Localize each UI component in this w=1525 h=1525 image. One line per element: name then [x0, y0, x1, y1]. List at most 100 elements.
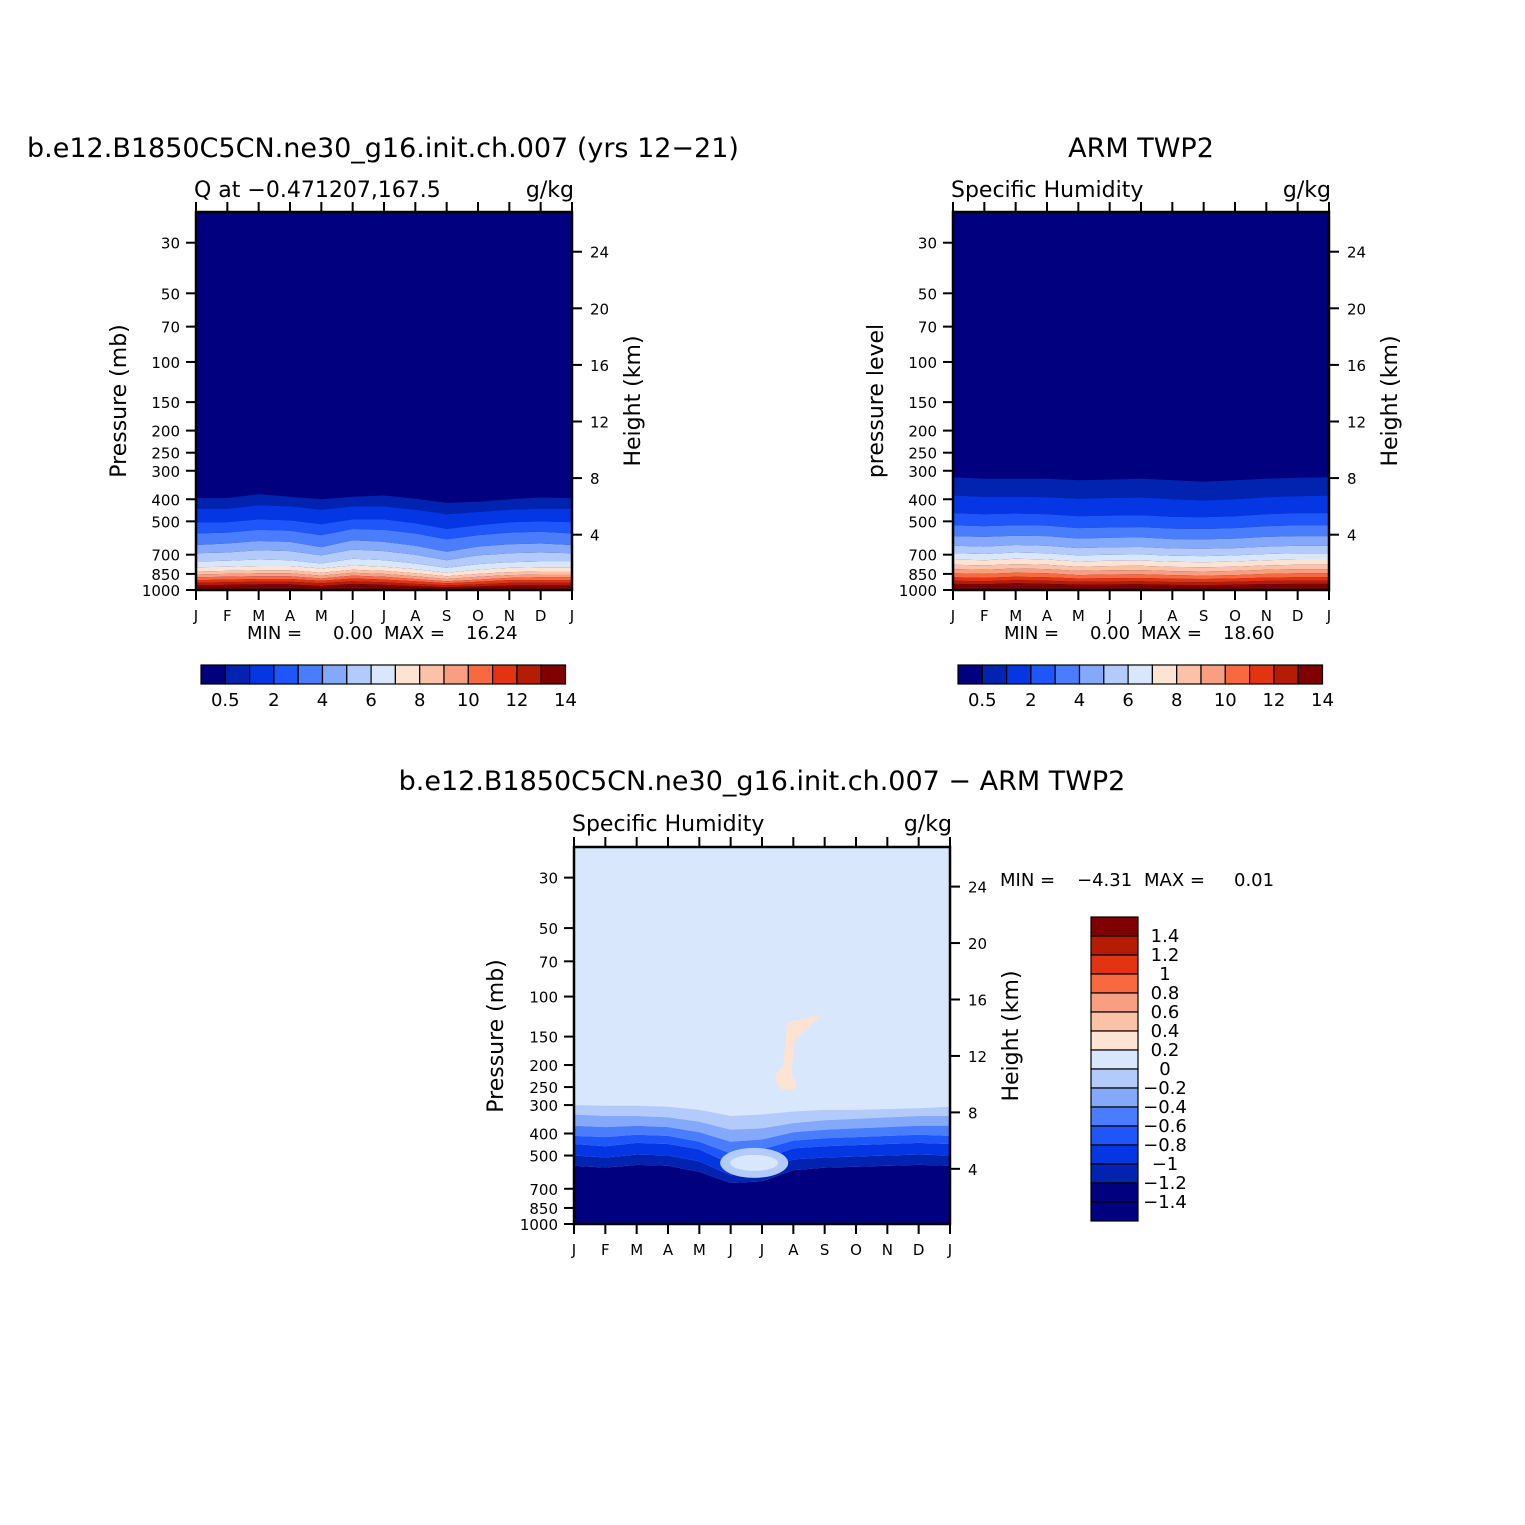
- x-tick-label: D: [913, 1241, 925, 1259]
- y-tick-label: 300: [908, 463, 937, 481]
- panel-model-min-label: MIN =: [247, 623, 302, 644]
- colorbar-swatch: [1090, 1087, 1139, 1108]
- colorbar-label: 1.4: [1151, 926, 1180, 947]
- y-right-tick-label: 16: [590, 357, 609, 375]
- panel-diff-colorbar: 1.41.210.80.60.40.20−0.2−0.4−0.6−0.8−1−1…: [1090, 916, 1187, 1222]
- x-tick-label: O: [850, 1241, 862, 1259]
- panel-model: b.e12.B1850C5CN.ne30_g16.init.ch.007 (yr…: [27, 133, 739, 711]
- colorbar-label: 6: [365, 690, 376, 711]
- colorbar-swatch: [540, 664, 567, 685]
- panel-obs-colorbar: 0.5 2 4 6 8 10 12 14: [957, 664, 1334, 711]
- colorbar-swatch: [1090, 1011, 1139, 1032]
- colorbar-swatch: [1103, 664, 1129, 685]
- panel-diff-ylabel-right: Height (km): [999, 970, 1024, 1101]
- colorbar-swatch: [1127, 664, 1153, 685]
- colorbar-swatch: [1090, 973, 1139, 994]
- y-right-tick-label: 12: [968, 1048, 987, 1066]
- x-tick-label: J: [727, 1241, 732, 1259]
- y-right-tick-label: 12: [590, 413, 609, 431]
- x-tick-label: M: [252, 607, 265, 625]
- panel-diff-max-label: MAX =: [1144, 870, 1205, 891]
- y-tick-label: 250: [529, 1079, 558, 1097]
- panel-obs: ARM TWP2 Specific Humidity g/kg 30 50 70 10…: [864, 133, 1403, 711]
- panel-obs-max-value: 18.60: [1223, 623, 1275, 644]
- panel-obs-subtitle: Specific Humidity: [951, 178, 1143, 203]
- colorbar-swatch: [1005, 664, 1032, 685]
- x-tick-label: J: [381, 607, 386, 625]
- colorbar-swatch: [1090, 954, 1139, 975]
- colorbar-swatch: [1248, 664, 1275, 685]
- y-right-tick-label: 16: [968, 992, 987, 1010]
- panel-model-min-value: 0.00: [333, 623, 373, 644]
- contour-band: [953, 545, 1329, 557]
- panel-obs-min-value: 0.00: [1090, 623, 1130, 644]
- panel-obs-units: g/kg: [1283, 178, 1331, 203]
- y-tick-label: 850: [529, 1200, 558, 1218]
- colorbar-swatch: [1090, 935, 1139, 956]
- y-right-tick-label: 20: [1347, 300, 1366, 318]
- colorbar-swatch: [1090, 1030, 1139, 1051]
- colorbar-swatch: [467, 664, 494, 685]
- y-tick-label: 200: [529, 1057, 558, 1075]
- panel-obs-ylabel-right: Height (km): [1378, 335, 1403, 466]
- contour-band: [953, 513, 1329, 529]
- contour-band: [196, 540, 572, 561]
- y-tick-label: 100: [908, 354, 937, 372]
- contour-band: [953, 572, 1329, 579]
- y-tick-label: 150: [151, 394, 180, 412]
- colorbar-swatch: [419, 664, 445, 685]
- y-tick-label: 1000: [899, 582, 937, 600]
- colorbar-swatch: [1297, 664, 1324, 685]
- contour-band: [953, 558, 1329, 568]
- colorbar-swatch: [957, 664, 983, 685]
- y-right-tick-label: 4: [1347, 527, 1357, 545]
- x-tick-label: M: [1009, 607, 1022, 625]
- x-tick-label: J: [571, 1241, 576, 1259]
- panel-obs-right-ticks: 24 20 16 12 8 4: [1329, 244, 1366, 545]
- y-right-tick-label: 8: [590, 470, 600, 488]
- colorbar-swatch: [1224, 664, 1251, 685]
- y-tick-label: 300: [529, 1097, 558, 1115]
- x-tick-label: A: [410, 607, 421, 625]
- colorbar-label: 12: [505, 690, 528, 711]
- colorbar-swatch: [370, 664, 397, 685]
- x-tick-label: N: [504, 607, 515, 625]
- colorbar-label: 14: [1311, 690, 1334, 711]
- contour-band: [953, 564, 1329, 572]
- colorbar-label: −0.2: [1143, 1078, 1187, 1099]
- y-tick-label: 70: [161, 319, 180, 337]
- colorbar-label: 4: [317, 690, 328, 711]
- contour-band: [574, 1164, 950, 1224]
- panel-diff-title: b.e12.B1850C5CN.ne30_g16.init.ch.007 − A…: [399, 766, 1126, 797]
- y-tick-label: 400: [908, 491, 937, 509]
- x-tick-label: F: [980, 607, 989, 625]
- colorbar-label: 10: [1214, 690, 1237, 711]
- y-tick-label: 400: [529, 1125, 558, 1143]
- panel-obs-contour-fill: [953, 212, 1329, 590]
- colorbar-swatch: [1176, 664, 1202, 685]
- contour-band: [953, 583, 1329, 588]
- y-tick-label: 30: [161, 235, 180, 253]
- panel-model-right-ticks: 24 20 16 12 8 4: [572, 244, 609, 545]
- contour-band: [953, 525, 1329, 540]
- y-tick-label: 200: [151, 423, 180, 441]
- y-tick-label: 50: [161, 285, 180, 303]
- y-right-tick-label: 4: [590, 527, 600, 545]
- panel-diff-contour-fill: [574, 847, 950, 1224]
- contour-band: [574, 1125, 950, 1154]
- panel-diff-min-label: MIN =: [1000, 870, 1055, 891]
- contour-band: [196, 572, 572, 582]
- panel-obs-ylabel: pressure level: [864, 324, 889, 478]
- contour-band: [953, 495, 1329, 518]
- x-tick-label: O: [1229, 607, 1241, 625]
- panel-obs-min-label: MIN =: [1004, 623, 1059, 644]
- colorbar-label: 0.5: [968, 690, 997, 711]
- colorbar-swatch: [273, 664, 299, 685]
- colorbar-swatch: [346, 664, 372, 685]
- y-tick-label: 500: [908, 513, 937, 531]
- y-tick-label: 30: [539, 870, 558, 888]
